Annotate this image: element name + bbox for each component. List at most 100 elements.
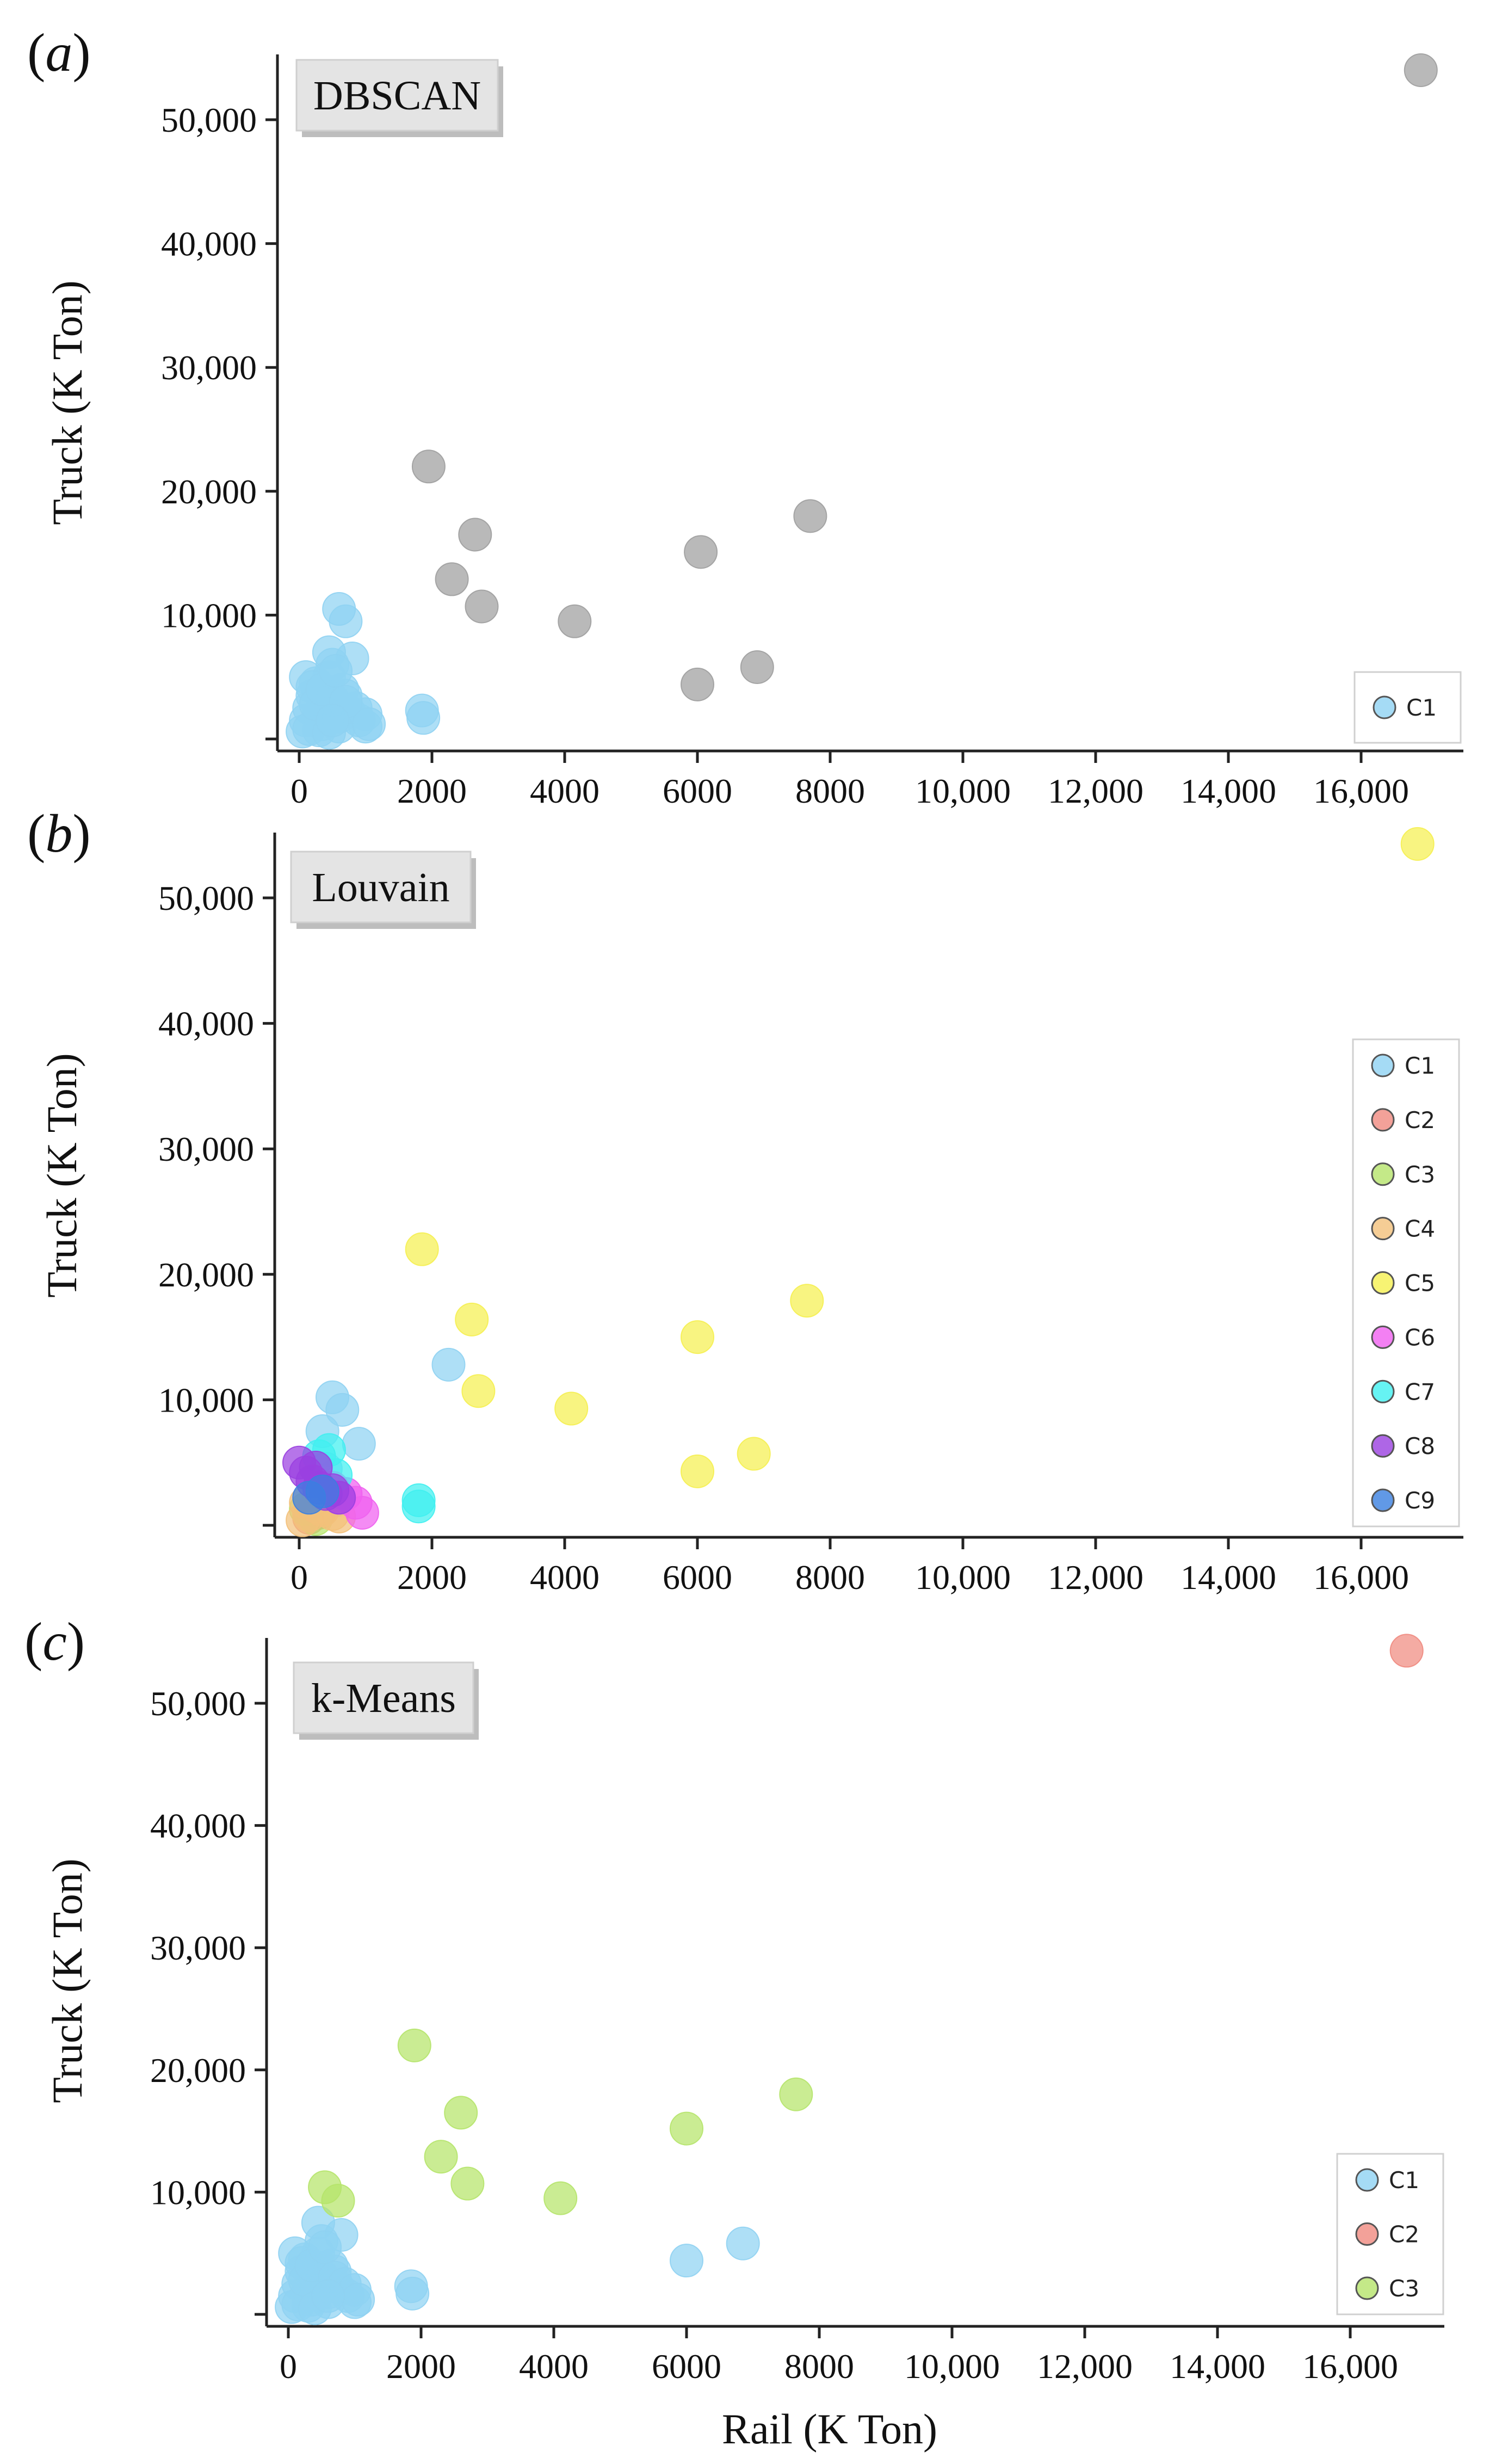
- data-point-c1: [308, 2230, 342, 2264]
- y-axis-title: Truck (K Ton): [38, 1053, 85, 1298]
- panel-label: (a): [27, 22, 91, 83]
- x-tick-label: 8000: [795, 772, 865, 810]
- x-tick-label: 4000: [530, 772, 599, 810]
- data-point-c5: [681, 1454, 714, 1488]
- y-axis-title: Truck (K Ton): [44, 1858, 91, 2103]
- method-title: Louvain: [312, 865, 449, 910]
- data-point-c3: [444, 2096, 478, 2130]
- x-tick-label: 14,000: [1170, 2347, 1265, 2386]
- legend: [1352, 1038, 1460, 1527]
- data-point-c1: [311, 2279, 345, 2313]
- x-tick-label: 16,000: [1302, 2347, 1398, 2386]
- legend-marker-c1: [1355, 2168, 1379, 2192]
- data-point-c3: [397, 2028, 431, 2062]
- legend-label-c7: C7: [1405, 1378, 1435, 1405]
- x-tick-label: 2000: [397, 772, 467, 810]
- legend-label-c5: C5: [1405, 1270, 1435, 1297]
- data-point-noise: [435, 562, 469, 596]
- legend-marker-c1: [1371, 1054, 1395, 1077]
- x-tick-label: 16,000: [1313, 1558, 1409, 1597]
- legend-label-c9: C9: [1405, 1487, 1435, 1514]
- chart-panel-dbscan: 10,000 20,000 30,000 40,000 50,000 0 2000 4000 6…: [27, 22, 1463, 810]
- data-point-c1: [341, 2283, 375, 2317]
- y-tick-label: 20,000: [158, 1255, 254, 1294]
- x-tick-label: 0: [280, 2347, 297, 2386]
- data-point-c3: [670, 2111, 703, 2146]
- y-tick-label: 20,000: [150, 2051, 246, 2090]
- data-point-c1: [325, 1393, 360, 1427]
- x-tick-label: 8000: [795, 1558, 865, 1597]
- legend-label-c8: C8: [1405, 1433, 1435, 1459]
- legend-label-c3: C3: [1405, 1161, 1435, 1188]
- panel-label: (c): [24, 1611, 85, 1672]
- legend-marker-c7: [1371, 1379, 1395, 1403]
- legend-marker-c2: [1355, 2222, 1379, 2246]
- y-tick-label: 50,000: [150, 1684, 246, 1723]
- legend-label-c1: C1: [1389, 2167, 1419, 2194]
- x-tick-label: 12,000: [1037, 2347, 1133, 2386]
- data-point-noise: [411, 449, 446, 484]
- x-tick-label: 14,000: [1180, 772, 1276, 810]
- data-point-c1: [322, 592, 356, 626]
- legend-marker-c5: [1371, 1271, 1395, 1295]
- y-tick-label: 40,000: [150, 1807, 246, 1845]
- legend-marker-c3: [1371, 1162, 1395, 1186]
- chart-panel-louvain: 10,000 20,000 30,000 40,000 50,000 0 2000 4000 6…: [27, 803, 1463, 1597]
- y-tick-label: 50,000: [158, 879, 254, 917]
- chart-panel-k-means: 10,000 20,000 30,000 40,000 50,000 0 2000 4000 6…: [24, 1611, 1444, 2453]
- x-tick-label: 16,000: [1313, 772, 1409, 810]
- y-tick-label: 30,000: [161, 348, 257, 387]
- data-point-noise: [465, 589, 499, 624]
- legend-label-c3: C3: [1389, 2275, 1419, 2302]
- x-tick-label: 10,000: [915, 1558, 1011, 1597]
- legend-marker-c9: [1371, 1488, 1395, 1512]
- x-tick-label: 0: [290, 772, 308, 810]
- legend-label-c1: C1: [1406, 694, 1437, 721]
- data-point-c5: [455, 1302, 489, 1336]
- x-axis-title: Rail (K Ton): [722, 2405, 937, 2453]
- data-point-c1: [342, 1427, 376, 1461]
- legend-marker-c1: [1373, 695, 1396, 719]
- data-point-c5: [737, 1437, 771, 1471]
- data-point-c1: [395, 2276, 430, 2311]
- x-tick-label: 6000: [652, 2347, 721, 2386]
- legend-label-c2: C2: [1389, 2221, 1419, 2248]
- x-tick-label: 0: [290, 1558, 308, 1597]
- data-point-c1: [352, 707, 386, 741]
- data-point-noise: [1404, 53, 1438, 87]
- data-point-c7: [401, 1489, 436, 1524]
- legend-marker-c4: [1371, 1217, 1395, 1241]
- data-point-c1: [319, 654, 353, 688]
- y-tick-label: 10,000: [158, 1381, 254, 1419]
- data-point-c1: [431, 1347, 466, 1382]
- data-point-c3: [543, 2181, 578, 2215]
- data-point-c5: [461, 1374, 496, 1408]
- panel-label: (b): [27, 803, 91, 864]
- x-tick-label: 10,000: [915, 772, 1011, 810]
- x-tick-label: 6000: [663, 772, 732, 810]
- data-point-c5: [790, 1284, 824, 1318]
- legend-marker-c3: [1355, 2276, 1379, 2300]
- data-point-c3: [321, 2184, 355, 2218]
- legend-marker-c6: [1371, 1325, 1395, 1349]
- data-point-c5: [1400, 827, 1435, 861]
- data-point-c2: [1389, 1634, 1424, 1668]
- data-point-c3: [424, 2140, 458, 2174]
- data-point-c9: [305, 1474, 339, 1508]
- y-tick-label: 30,000: [150, 1929, 246, 1967]
- x-tick-label: 6000: [663, 1558, 732, 1597]
- y-tick-label: 50,000: [161, 101, 257, 139]
- data-point-c5: [681, 1320, 714, 1354]
- y-tick-label: 40,000: [158, 1005, 254, 1043]
- data-point-c3: [450, 2166, 485, 2201]
- legend-label-c6: C6: [1405, 1324, 1435, 1351]
- x-tick-label: 8000: [784, 2347, 854, 2386]
- method-title: DBSCAN: [313, 73, 481, 119]
- legend: [1336, 2153, 1444, 2315]
- y-tick-label: 20,000: [161, 472, 257, 511]
- data-point-c1: [406, 701, 441, 735]
- x-tick-label: 12,000: [1048, 1558, 1144, 1597]
- data-point-noise: [684, 535, 718, 569]
- method-box: [295, 59, 499, 132]
